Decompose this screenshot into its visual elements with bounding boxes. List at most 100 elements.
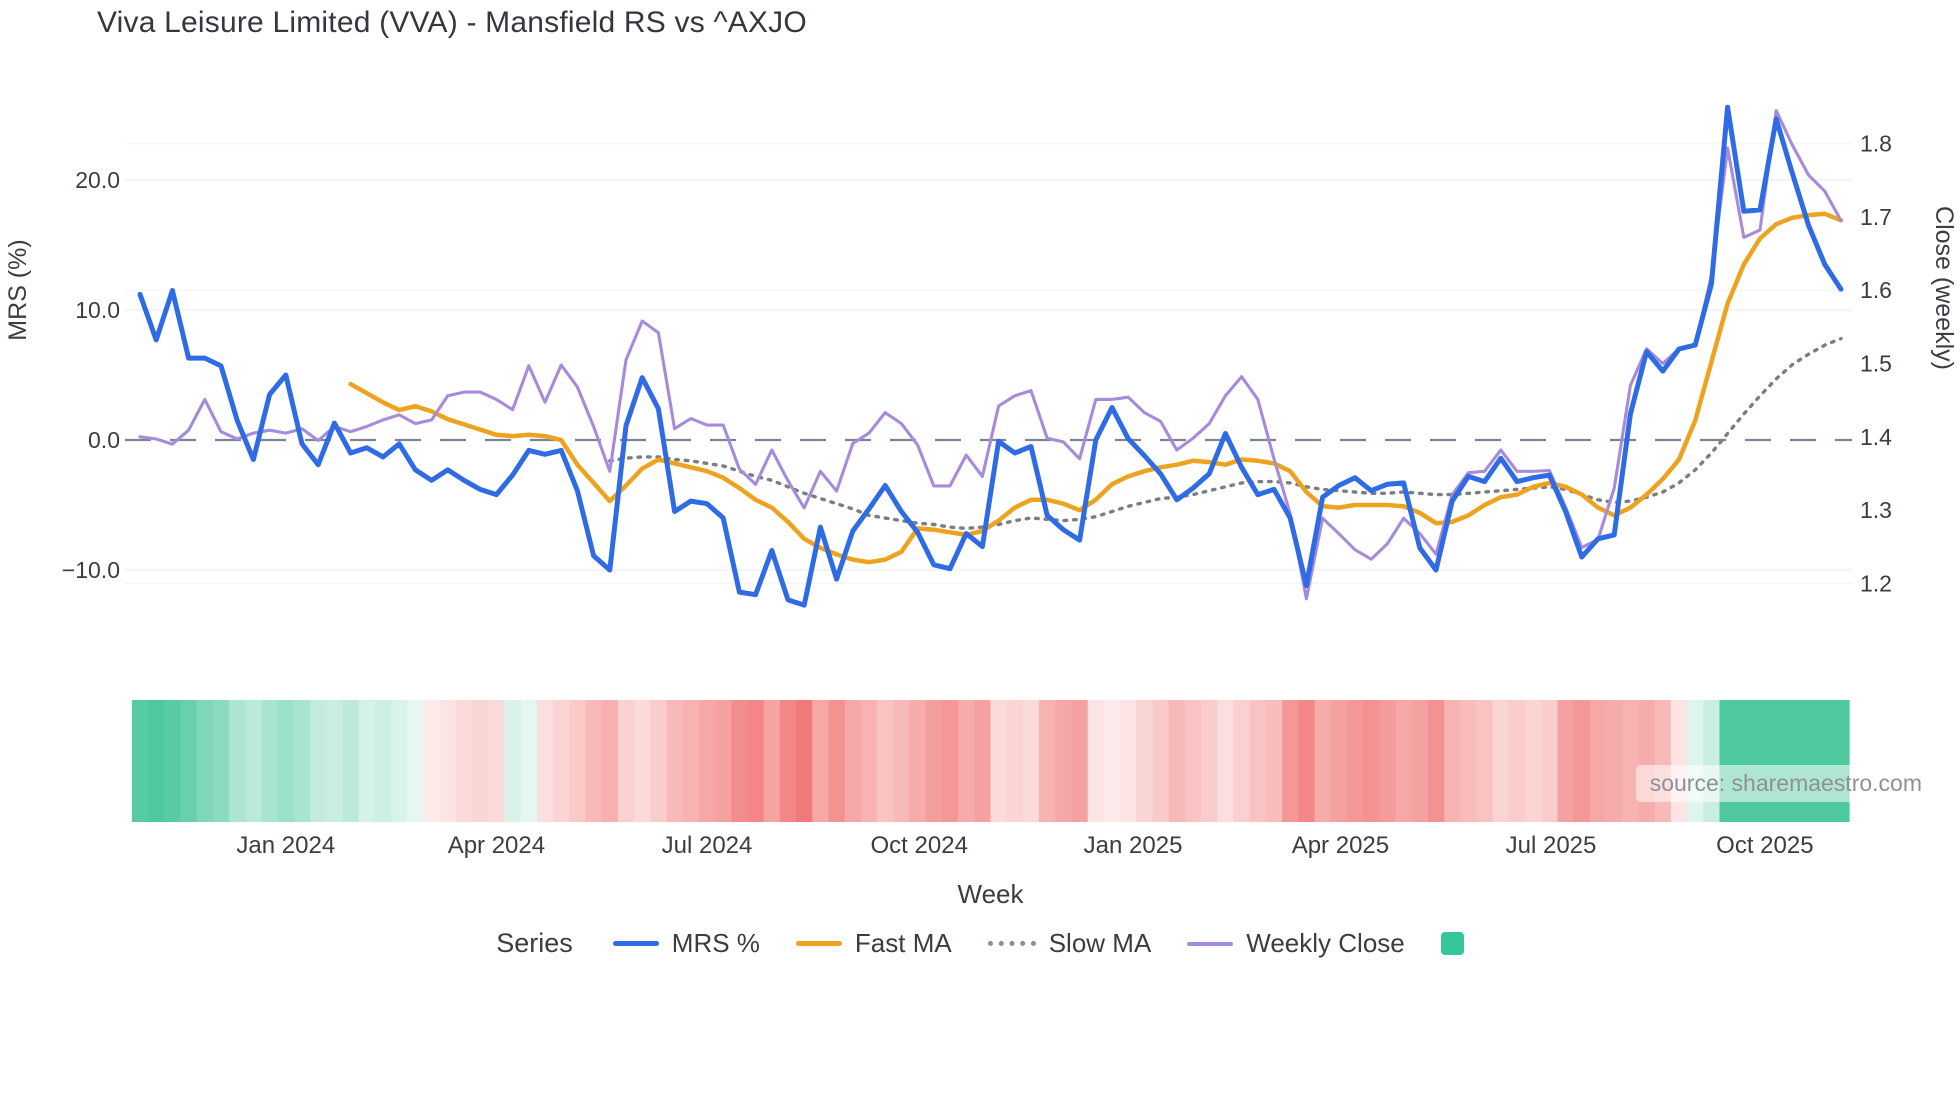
heatmap-bar — [925, 700, 943, 822]
heatmap-bar — [1379, 700, 1396, 822]
legend-item-slow-ma: Slow MA — [987, 928, 1152, 959]
heatmap-bar — [1249, 700, 1267, 822]
legend-title: Series — [496, 928, 573, 958]
y-right-tick-label: 1.4 — [1860, 424, 1892, 450]
y-left-tick-label: 0.0 — [88, 427, 120, 453]
heatmap-bar — [715, 700, 732, 822]
page-title: Viva Leisure Limited (VVA) - Mansfield R… — [97, 6, 807, 39]
series-fast-ma-line — [348, 211, 1844, 565]
heatmap-bar — [779, 700, 797, 822]
series-slow-ma-line — [608, 336, 1843, 531]
heatmap-bar — [1427, 700, 1445, 822]
legend-item-label: Slow MA — [1048, 928, 1152, 958]
heatmap-bar — [617, 700, 635, 822]
y-right-tick-label: 1.6 — [1860, 277, 1892, 303]
heatmap-bar — [1476, 700, 1494, 822]
heatmap-bar — [698, 700, 716, 822]
y-right-tick-label: 1.7 — [1860, 204, 1892, 230]
heatmap-bar — [148, 700, 165, 822]
heatmap-bar — [1444, 700, 1461, 822]
heatmap-bar — [553, 700, 570, 822]
heatmap-bar — [666, 700, 684, 822]
heatmap-bar — [1120, 700, 1137, 822]
heatmap-bar — [1201, 700, 1218, 822]
heatmap-bar — [131, 700, 149, 822]
x-tick-label: Jan 2024 — [236, 832, 335, 859]
heatmap-bar — [601, 700, 619, 822]
heat-swatch-icon — [1440, 932, 1464, 955]
heatmap-bar — [796, 700, 813, 822]
heatmap-bar — [1363, 700, 1380, 822]
heatmap-bar — [1314, 700, 1332, 822]
heatmap-bar — [1460, 700, 1477, 822]
x-axis-title: Week — [958, 879, 1025, 909]
heatmap-bar — [1217, 700, 1234, 822]
heatmap-bar — [439, 700, 457, 822]
heatmap-bar — [1039, 700, 1056, 822]
heatmap-bar — [682, 700, 700, 822]
heatmap-bar — [504, 700, 522, 822]
heatmap-bar — [1087, 700, 1105, 822]
heatmap-bar — [941, 700, 959, 822]
heatmap-bar — [1735, 700, 1753, 822]
heatmap-bar — [229, 700, 246, 822]
heatmap-bar — [1136, 700, 1153, 822]
legend-items: MRS % Fast MA Slow MA Weekly Close — [612, 928, 1464, 959]
heatmap-bar — [569, 700, 586, 822]
heatmap-bar — [1589, 700, 1607, 822]
heatmap-bar — [1282, 700, 1299, 822]
heatmap-bar — [1103, 700, 1121, 822]
heatmap-bar — [1638, 700, 1656, 822]
heatmap-bar — [1573, 700, 1591, 822]
heatmap-bar — [990, 700, 1008, 822]
heatmap-bar — [212, 700, 230, 822]
heatmap-bar — [1298, 700, 1315, 822]
series-mrs--line — [137, 104, 1844, 608]
heatmap-bar — [844, 700, 862, 822]
heatmap-bar — [407, 700, 424, 822]
y-left-tick-label: 20.0 — [75, 167, 120, 193]
heatmap-bar — [1557, 700, 1575, 822]
x-tick-label: Apr 2024 — [448, 832, 545, 859]
y-right-tick-label: 1.8 — [1860, 131, 1892, 157]
x-tick-label: Apr 2025 — [1292, 832, 1389, 859]
x-tick-label: Jul 2025 — [1506, 832, 1597, 859]
y-left-tick-label: 10.0 — [75, 297, 120, 323]
heatmap-bar — [860, 700, 878, 822]
heatmap-bar — [1784, 700, 1801, 822]
heatmap-bar — [763, 700, 781, 822]
heatmap-bar — [747, 700, 765, 822]
fast-ma-swatch-icon — [795, 941, 842, 946]
heatmap-bar — [293, 700, 311, 822]
heatmap-bar — [180, 700, 198, 822]
heatmap-bar — [1622, 700, 1639, 822]
weekly-close-swatch-icon — [1187, 941, 1234, 946]
heatmap-bar — [277, 700, 295, 822]
heatmap-bar — [1768, 700, 1785, 822]
y-right-tick-label: 1.3 — [1860, 497, 1892, 523]
heatmap-bar — [1800, 700, 1818, 822]
heatmap-bar — [1346, 700, 1364, 822]
heatmap-bar — [1525, 700, 1542, 822]
mrs-swatch-icon — [612, 941, 659, 946]
heatmap-bar — [731, 700, 748, 822]
heatmap-bar — [196, 700, 214, 822]
legend-item-mrs: MRS % — [612, 928, 760, 959]
heatmap-bar — [1265, 700, 1283, 822]
heatmap-bar — [1606, 700, 1623, 822]
heatmap-bar — [1022, 700, 1040, 822]
heatmap-bar — [391, 700, 408, 822]
heatmap-bar — [1687, 700, 1704, 822]
y-right-tick-label: 1.5 — [1860, 351, 1892, 377]
y-left-tick-label: −10.0 — [62, 557, 120, 583]
heatmap-bar — [374, 700, 392, 822]
heatmap-bar — [1719, 700, 1737, 822]
heatmap-bar — [310, 700, 327, 822]
y-left-axis-title: MRS (%) — [4, 239, 32, 340]
heatmap-bar — [455, 700, 473, 822]
x-tick-label: Jan 2025 — [1084, 832, 1183, 859]
slow-ma-swatch-icon — [987, 941, 1036, 946]
legend-item-label: MRS % — [671, 928, 760, 958]
heatmap-bar — [261, 700, 279, 822]
heatmap-bar — [634, 700, 651, 822]
